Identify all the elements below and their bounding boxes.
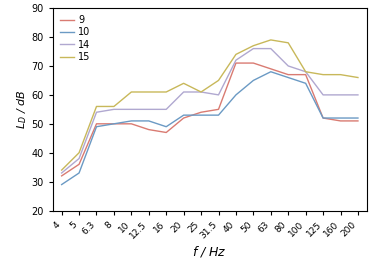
Y-axis label: $L_D$ / dB: $L_D$ / dB <box>15 90 29 129</box>
9 <box>268 67 273 70</box>
Line: 14: 14 <box>62 49 358 173</box>
9 <box>234 62 238 65</box>
10 <box>199 113 203 117</box>
14 <box>147 108 151 111</box>
10 <box>234 93 238 96</box>
Line: 15: 15 <box>62 40 358 170</box>
15 <box>304 70 308 73</box>
9 <box>59 174 64 177</box>
10 <box>147 119 151 123</box>
15 <box>164 90 169 94</box>
15 <box>94 105 99 108</box>
9 <box>251 62 256 65</box>
10 <box>268 70 273 73</box>
9 <box>304 73 308 76</box>
9 <box>199 111 203 114</box>
14 <box>199 90 203 94</box>
10 <box>356 116 360 120</box>
10 <box>164 125 169 128</box>
10 <box>59 183 64 186</box>
10 <box>321 116 325 120</box>
14 <box>94 111 99 114</box>
10 <box>112 122 116 126</box>
15 <box>112 105 116 108</box>
9 <box>216 108 221 111</box>
14 <box>164 108 169 111</box>
15 <box>216 79 221 82</box>
9 <box>147 128 151 131</box>
15 <box>59 168 64 172</box>
10 <box>216 113 221 117</box>
14 <box>216 93 221 96</box>
15 <box>268 38 273 42</box>
10 <box>304 82 308 85</box>
9 <box>77 163 81 166</box>
14 <box>286 64 290 68</box>
14 <box>321 93 325 96</box>
14 <box>304 70 308 73</box>
15 <box>77 151 81 154</box>
X-axis label: $f$ / Hz: $f$ / Hz <box>192 244 227 259</box>
10 <box>181 113 186 117</box>
15 <box>199 90 203 94</box>
10 <box>286 76 290 79</box>
15 <box>234 53 238 56</box>
14 <box>77 157 81 160</box>
Legend: 9, 10, 14, 15: 9, 10, 14, 15 <box>57 12 93 65</box>
14 <box>181 90 186 94</box>
9 <box>129 122 134 126</box>
10 <box>338 116 343 120</box>
9 <box>356 119 360 123</box>
15 <box>181 82 186 85</box>
15 <box>129 90 134 94</box>
14 <box>234 59 238 62</box>
15 <box>147 90 151 94</box>
14 <box>268 47 273 50</box>
10 <box>251 79 256 82</box>
15 <box>251 44 256 47</box>
Line: 9: 9 <box>62 63 358 176</box>
9 <box>181 116 186 120</box>
9 <box>164 131 169 134</box>
9 <box>338 119 343 123</box>
10 <box>77 171 81 175</box>
14 <box>112 108 116 111</box>
15 <box>356 76 360 79</box>
15 <box>338 73 343 76</box>
14 <box>129 108 134 111</box>
14 <box>251 47 256 50</box>
9 <box>321 116 325 120</box>
15 <box>321 73 325 76</box>
9 <box>112 122 116 126</box>
9 <box>286 73 290 76</box>
Line: 10: 10 <box>62 72 358 185</box>
10 <box>94 125 99 128</box>
14 <box>356 93 360 96</box>
15 <box>286 41 290 45</box>
10 <box>129 119 134 123</box>
14 <box>59 171 64 175</box>
14 <box>338 93 343 96</box>
9 <box>94 122 99 126</box>
